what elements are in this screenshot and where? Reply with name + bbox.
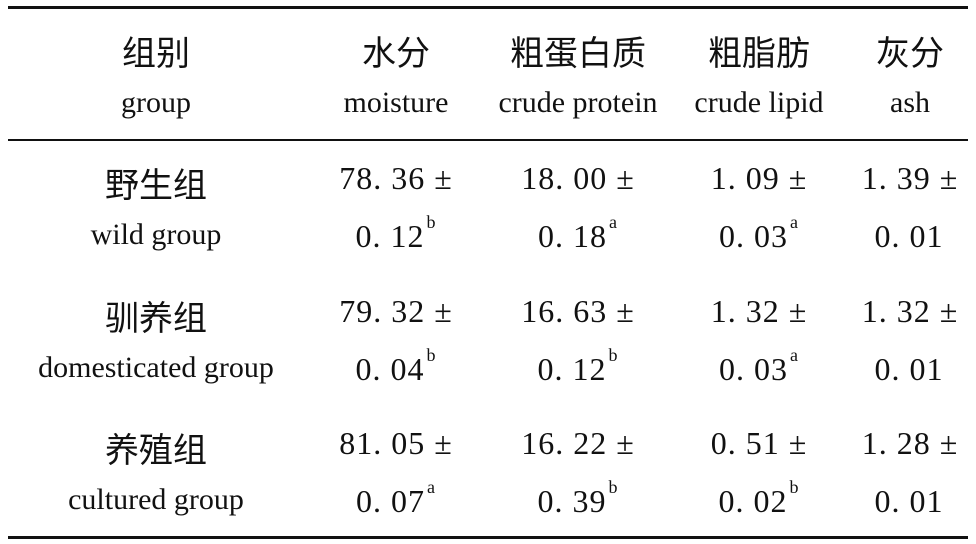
value-line-1: 18. 00 ± bbox=[521, 160, 635, 196]
value-main: 0. 01 bbox=[874, 483, 944, 519]
value-line-1: 1. 32 ± bbox=[710, 293, 808, 329]
significance-letter: b bbox=[608, 477, 619, 497]
row-group-cell: 野生组 wild group bbox=[32, 150, 280, 270]
table-top-rule bbox=[8, 6, 968, 9]
ash-value-cell: 1. 32 ± 0. 01 bbox=[852, 283, 968, 403]
ash-value-cell: 1. 39 ± 0. 01 bbox=[852, 150, 968, 270]
header-crude-lipid: 粗脂肪 crude lipid bbox=[684, 0, 834, 140]
value-line-2: 0. 01 bbox=[852, 483, 968, 520]
protein-value-cell: 16. 63 ± 0. 12 b bbox=[486, 283, 670, 403]
value-line-2: 0. 01 bbox=[852, 218, 968, 255]
value-main: 0. 12 bbox=[355, 218, 425, 254]
header-crude-protein-en: crude protein bbox=[498, 86, 658, 119]
protein-value-cell: 18. 00 ± 0. 18 a bbox=[486, 150, 670, 270]
value-line-1: 16. 63 ± bbox=[521, 293, 635, 329]
significance-letter: b bbox=[426, 212, 437, 232]
header-crude-protein: 粗蛋白质 crude protein bbox=[486, 0, 670, 140]
moisture-value-cell: 78. 36 ± 0. 12 b bbox=[326, 150, 466, 270]
table-row: 驯养组 domesticated group 79. 32 ± 0. 04 b 1… bbox=[0, 283, 976, 403]
row-group-cell: 驯养组 domesticated group bbox=[32, 283, 280, 403]
significance-letter: b bbox=[608, 345, 619, 365]
value-line-1: 1. 28 ± bbox=[861, 425, 959, 461]
table-bottom-rule bbox=[8, 536, 968, 539]
header-group-cn: 组别 bbox=[122, 36, 190, 73]
value-line-2: 0. 01 bbox=[852, 351, 968, 388]
significance-letter: a bbox=[790, 212, 799, 232]
value-line-1: 1. 32 ± bbox=[861, 293, 959, 329]
moisture-value-cell: 79. 32 ± 0. 04 b bbox=[326, 283, 466, 403]
value-main: 0. 18 bbox=[538, 218, 607, 254]
significance-letter: a bbox=[609, 212, 618, 232]
header-group-en: group bbox=[121, 86, 191, 119]
value-line-2: 0. 39 b bbox=[486, 477, 670, 520]
header-moisture: 水分 moisture bbox=[326, 0, 466, 140]
header-crude-lipid-cn: 粗脂肪 bbox=[708, 36, 810, 73]
value-line-2: 0. 12 b bbox=[326, 212, 466, 255]
ash-value-cell: 1. 28 ± 0. 01 bbox=[852, 415, 968, 535]
value-line-2: 0. 04 b bbox=[326, 345, 466, 388]
header-group: 组别 group bbox=[32, 0, 280, 140]
row-group-en: domesticated group bbox=[38, 351, 274, 384]
header-separator-rule bbox=[8, 139, 968, 141]
value-main: 0. 07 bbox=[356, 483, 425, 519]
row-group-en: wild group bbox=[90, 218, 222, 251]
header-moisture-en: moisture bbox=[343, 86, 449, 119]
value-main: 0. 02 bbox=[718, 483, 788, 519]
value-line-1: 16. 22 ± bbox=[521, 425, 635, 461]
lipid-value-cell: 1. 32 ± 0. 03 a bbox=[684, 283, 834, 403]
value-main: 0. 12 bbox=[537, 351, 607, 387]
value-main: 0. 03 bbox=[719, 218, 788, 254]
table-row: 野生组 wild group 78. 36 ± 0. 12 b 18. 00 ± … bbox=[0, 150, 976, 270]
value-main: 0. 03 bbox=[719, 351, 788, 387]
value-main: 0. 01 bbox=[874, 218, 944, 254]
row-group-en: cultured group bbox=[68, 483, 244, 516]
header-moisture-cn: 水分 bbox=[362, 36, 430, 73]
header-ash-en: ash bbox=[890, 86, 930, 119]
significance-letter: b bbox=[426, 345, 437, 365]
value-line-2: 0. 03 a bbox=[684, 345, 834, 388]
row-group-cn: 养殖组 bbox=[105, 433, 207, 470]
significance-letter: a bbox=[427, 477, 436, 497]
value-line-2: 0. 12 b bbox=[486, 345, 670, 388]
value-main: 0. 04 bbox=[355, 351, 425, 387]
protein-value-cell: 16. 22 ± 0. 39 b bbox=[486, 415, 670, 535]
header-ash: 灰分 ash bbox=[852, 0, 968, 140]
value-line-2: 0. 18 a bbox=[486, 212, 670, 255]
value-line-1: 1. 09 ± bbox=[710, 160, 808, 196]
row-group-cn: 驯养组 bbox=[105, 301, 207, 338]
value-line-2: 0. 03 a bbox=[684, 212, 834, 255]
value-line-1: 79. 32 ± bbox=[339, 293, 453, 329]
lipid-value-cell: 1. 09 ± 0. 03 a bbox=[684, 150, 834, 270]
significance-letter: b bbox=[789, 477, 800, 497]
value-line-2: 0. 02 b bbox=[684, 477, 834, 520]
value-line-1: 81. 05 ± bbox=[339, 425, 453, 461]
table-row: 养殖组 cultured group 81. 05 ± 0. 07 a 16. 2… bbox=[0, 415, 976, 535]
value-line-1: 1. 39 ± bbox=[861, 160, 959, 196]
header-crude-lipid-en: crude lipid bbox=[694, 86, 824, 119]
row-group-cell: 养殖组 cultured group bbox=[32, 415, 280, 535]
header-crude-protein-cn: 粗蛋白质 bbox=[510, 36, 646, 73]
value-main: 0. 39 bbox=[537, 483, 607, 519]
value-main: 0. 01 bbox=[874, 351, 944, 387]
value-line-2: 0. 07 a bbox=[326, 477, 466, 520]
moisture-value-cell: 81. 05 ± 0. 07 a bbox=[326, 415, 466, 535]
row-group-cn: 野生组 bbox=[105, 168, 207, 205]
value-line-1: 78. 36 ± bbox=[339, 160, 453, 196]
header-ash-cn: 灰分 bbox=[876, 36, 944, 73]
value-line-1: 0. 51 ± bbox=[710, 425, 808, 461]
significance-letter: a bbox=[790, 345, 799, 365]
lipid-value-cell: 0. 51 ± 0. 02 b bbox=[684, 415, 834, 535]
